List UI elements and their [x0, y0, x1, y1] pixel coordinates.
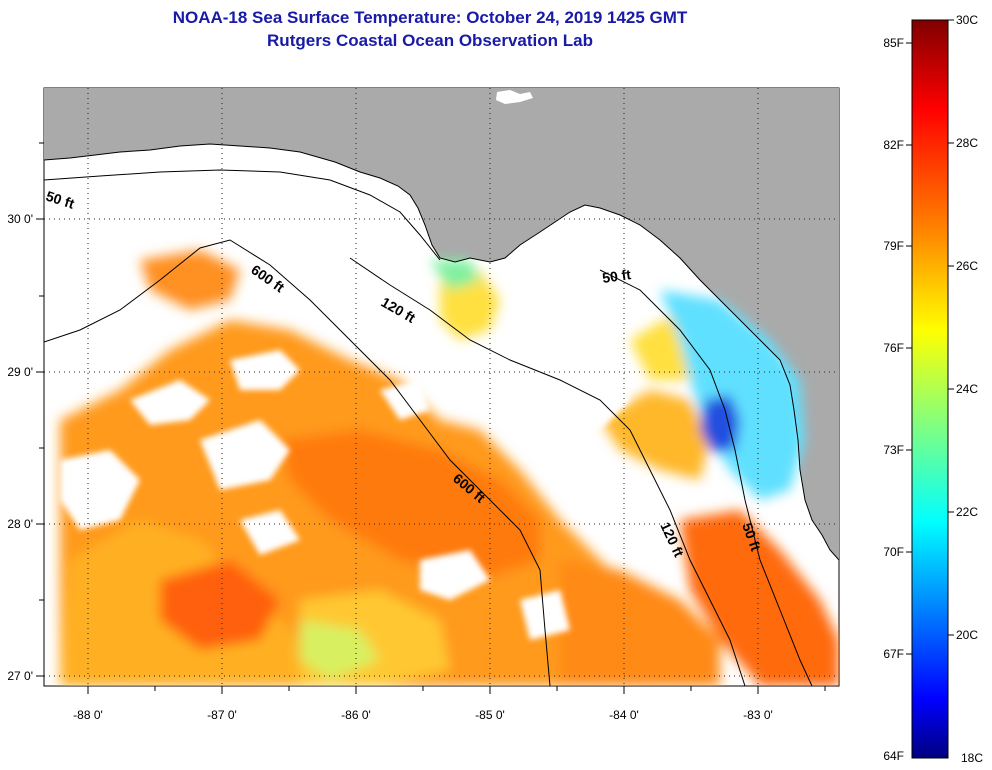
colorbar-c-label: 20C	[956, 628, 978, 642]
isobath-50ft-west	[44, 169, 441, 261]
map-subtitle: Rutgers Coastal Ocean Observation Lab	[267, 31, 593, 50]
colorbar-f-label: 79F	[883, 239, 904, 253]
isobath-label: 50 ft	[601, 266, 632, 286]
map-title: NOAA-18 Sea Surface Temperature: October…	[172, 8, 688, 27]
lon-tick-label: -83 0'	[743, 708, 773, 722]
lon-tick-label: -87 0'	[207, 708, 237, 722]
colorbar-f-label: 70F	[883, 545, 904, 559]
axis-ticks	[36, 142, 826, 694]
colorbar-f-label: 73F	[883, 443, 904, 457]
lat-tick-label: 27 0'	[7, 669, 33, 683]
colorbar	[911, 19, 949, 759]
lat-tick-label: 29 0'	[7, 365, 33, 379]
lon-tick-label: -86 0'	[341, 708, 371, 722]
land-area	[44, 88, 839, 560]
isobath-120ft	[349, 257, 746, 686]
lon-tick-label: -85 0'	[475, 708, 505, 722]
colorbar-ticks	[906, 19, 954, 655]
lake	[496, 90, 533, 104]
colorbar-c-label: 28C	[956, 136, 978, 150]
colorbar-c-label: 18C	[961, 751, 983, 765]
coastline	[44, 143, 839, 561]
isobath-600ft-west	[44, 239, 551, 686]
colorbar-c-label: 30C	[956, 13, 978, 27]
lon-tick-label: -88 0'	[73, 708, 103, 722]
colorbar-c-label: 26C	[956, 259, 978, 273]
colorbar-f-label: 76F	[883, 341, 904, 355]
colorbar-f-label: 82F	[883, 138, 904, 152]
cloud-cover	[60, 350, 670, 640]
colorbar-c-label: 24C	[956, 382, 978, 396]
colorbar-f-label: 67F	[883, 647, 904, 661]
lon-tick-label: -84 0'	[609, 708, 639, 722]
isobath-50ft-east	[599, 269, 813, 686]
sst-field	[60, 250, 839, 686]
colorbar-f-label: 85F	[883, 36, 904, 50]
lat-tick-label: 30 0'	[7, 212, 33, 226]
colorbar-f-label: 64F	[883, 749, 904, 763]
lat-tick-label: 28 0'	[7, 517, 33, 531]
colorbar-c-label: 22C	[956, 505, 978, 519]
